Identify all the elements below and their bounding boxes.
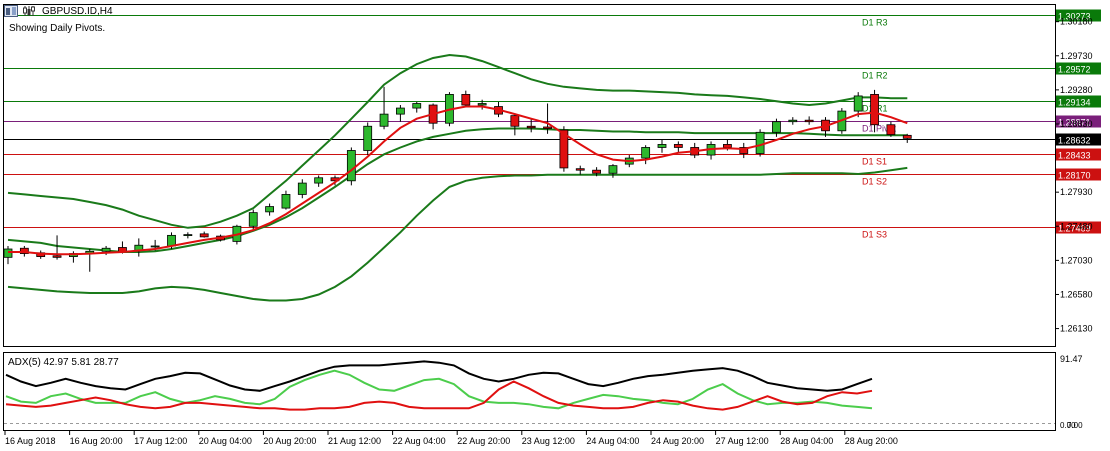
candle[interactable] — [543, 103, 552, 134]
candle[interactable] — [265, 203, 275, 216]
price-tick-label: 1.27480 — [1060, 221, 1093, 231]
time-tick-label: 24 Aug 20:00 — [651, 436, 704, 446]
price-tick-label: 1.28830 — [1060, 119, 1093, 129]
candle[interactable] — [3, 245, 13, 265]
time-tick-label: 27 Aug 12:00 — [716, 436, 769, 446]
pivot-label-5: D1 S2 — [862, 177, 887, 187]
candle[interactable] — [886, 121, 896, 137]
candle[interactable] — [52, 235, 62, 260]
chart-title-bar: GBPUSD.ID,H4 — [4, 3, 113, 19]
price-tick-label: 1.27930 — [1060, 187, 1093, 197]
current-price-tag: 1.28632 — [1056, 133, 1101, 146]
adx-tick-zero: 0.00 — [1060, 421, 1076, 430]
time-tick-label: 16 Aug 20:00 — [70, 436, 123, 446]
candle[interactable] — [788, 117, 798, 125]
svg-text:1.30273: 1.30273 — [1058, 12, 1091, 22]
candle[interactable] — [526, 118, 536, 133]
candle[interactable] — [379, 86, 389, 130]
svg-text:1.28433: 1.28433 — [1058, 151, 1091, 161]
pivot-label-6: D1 S3 — [862, 230, 887, 240]
svg-text:1.28632: 1.28632 — [1058, 136, 1091, 146]
time-tick-label: 16 Aug 2018 — [5, 436, 56, 446]
adx-minus-di-line — [5, 380, 873, 411]
candle[interactable] — [297, 179, 307, 199]
pivot-price-tag-0: 1.30273 — [1056, 9, 1101, 22]
candle[interactable] — [281, 190, 291, 210]
time-tick-label: 22 Aug 20:00 — [457, 436, 510, 446]
candle[interactable] — [902, 133, 912, 143]
svg-text:1.29572: 1.29572 — [1058, 65, 1091, 75]
pivot-price-tag-1: 1.29572 — [1056, 62, 1101, 75]
candle[interactable] — [804, 116, 814, 125]
adx-plus-di-line — [5, 369, 873, 410]
adx-label: ADX(5) 42.97 5.81 28.77 — [8, 357, 119, 368]
candle[interactable] — [870, 89, 879, 133]
candle[interactable] — [755, 129, 765, 157]
bollinger-lower-line — [7, 166, 908, 302]
candle[interactable] — [739, 142, 749, 159]
price-tick-label: 1.26580 — [1060, 289, 1093, 299]
time-tick-label: 28 Aug 20:00 — [845, 436, 898, 446]
candle[interactable] — [657, 139, 667, 153]
price-tick-label: 1.26130 — [1060, 324, 1093, 334]
time-tick-label: 24 Aug 04:00 — [586, 436, 639, 446]
time-tick-label: 20 Aug 04:00 — [199, 436, 252, 446]
candle[interactable] — [248, 209, 258, 231]
pivot-price-tag-5: 1.28170 — [1056, 168, 1101, 181]
candle[interactable] — [183, 232, 193, 239]
pivot-subtitle: Showing Daily Pivots. — [9, 23, 106, 34]
candle[interactable] — [363, 122, 373, 156]
time-tick-label: 20 Aug 20:00 — [263, 436, 316, 446]
adx-main-line — [5, 360, 873, 392]
svg-text:1.28170: 1.28170 — [1058, 171, 1091, 181]
time-tick-label: 17 Aug 12:00 — [134, 436, 187, 446]
pivot-price-tag-6: 1.27469 — [1056, 221, 1101, 234]
candle[interactable] — [395, 105, 405, 122]
pivot-price-tag-3: 1.28871 — [1056, 115, 1101, 128]
moving-average-line — [8, 105, 908, 256]
candle[interactable] — [641, 145, 651, 165]
adx-plot-frame — [3, 352, 1056, 431]
svg-text:1.27469: 1.27469 — [1058, 224, 1091, 234]
pivot-label-1: D1 R2 — [862, 71, 888, 81]
chart-title: GBPUSD.ID,H4 — [42, 5, 113, 17]
adx-tick-corner: 7.00 — [1067, 421, 1083, 430]
bollinger-upper-line — [7, 53, 908, 229]
pivot-price-tag-4: 1.28433 — [1056, 148, 1101, 161]
candle[interactable] — [592, 167, 601, 177]
price-tick-label: 1.30180 — [1060, 17, 1093, 27]
candle[interactable] — [412, 101, 422, 113]
candle[interactable] — [199, 231, 209, 238]
main-plot-frame — [3, 4, 1056, 347]
pivot-label-4: D1 S1 — [862, 157, 887, 167]
candles-icon — [23, 6, 35, 16]
svg-text:1.29134: 1.29134 — [1058, 98, 1091, 108]
candle[interactable] — [346, 147, 356, 186]
pivot-label-0: D1 R3 — [862, 18, 888, 28]
price-tick-label: 1.29730 — [1060, 51, 1093, 61]
pivot-price-tag-2: 1.29134 — [1056, 95, 1101, 108]
candle[interactable] — [673, 141, 683, 153]
time-tick-label: 23 Aug 12:00 — [522, 436, 575, 446]
candle[interactable] — [575, 165, 585, 175]
svg-text:1.28871: 1.28871 — [1058, 118, 1091, 128]
price-tick-label: 1.29280 — [1060, 85, 1093, 95]
chart-window-icon — [4, 5, 18, 17]
price-tick-label: 1.27030 — [1060, 255, 1093, 265]
time-tick-label: 28 Aug 04:00 — [780, 436, 833, 446]
candle[interactable] — [461, 90, 471, 107]
time-tick-label: 22 Aug 04:00 — [393, 436, 446, 446]
candle[interactable] — [510, 113, 520, 136]
pivot-label-3: D1 Pivot — [862, 124, 897, 134]
candle[interactable] — [772, 118, 781, 137]
candle[interactable] — [477, 99, 487, 110]
adx-tick-max: 91.47 — [1060, 354, 1083, 364]
candle[interactable] — [314, 175, 324, 187]
candle[interactable] — [608, 164, 618, 178]
candle[interactable] — [853, 92, 863, 118]
time-tick-label: 21 Aug 12:00 — [328, 436, 381, 446]
